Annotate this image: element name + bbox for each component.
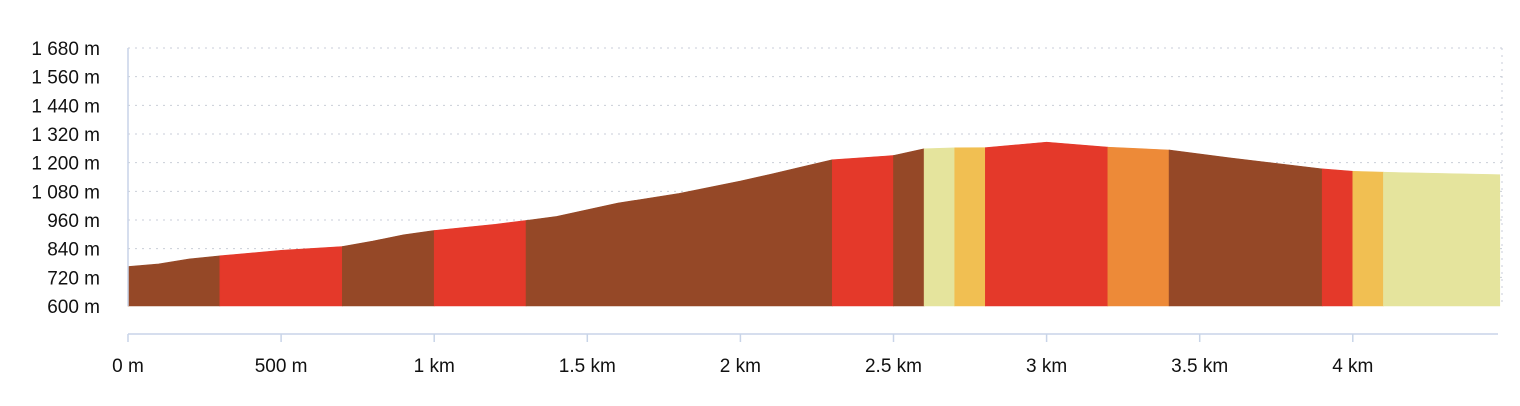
elevation-segment-10 <box>985 141 1109 307</box>
elevation-segment-9 <box>954 147 986 307</box>
elevation-segment-8 <box>923 147 956 307</box>
y-tick-label: 1 440 m <box>31 96 100 117</box>
y-tick-label: 1 320 m <box>31 125 100 146</box>
y-tick-label: 1 200 m <box>31 154 100 175</box>
elevation-segment-14 <box>1352 170 1384 307</box>
x-tick-label: 2 km <box>720 356 761 377</box>
y-tick-label: 840 m <box>47 240 100 261</box>
y-tick-label: 1 560 m <box>31 68 100 89</box>
x-tick-label: 0 m <box>112 356 144 377</box>
y-tick-label: 600 m <box>47 297 100 318</box>
y-tick-label: 960 m <box>47 211 100 232</box>
x-axis: 0 m 500 m 1 km 1.5 km 2 km 2.5 km 3 km 3.5 km 4 … <box>112 333 1498 377</box>
elevation-segment-15 <box>1383 171 1501 307</box>
elevation-segment-11 <box>1107 146 1170 307</box>
x-tick-label: 2.5 km <box>865 356 922 377</box>
elevation-segment-2 <box>219 246 343 307</box>
elevation-segment-12 <box>1168 149 1323 307</box>
y-tick-label: 720 m <box>47 268 100 289</box>
y-axis: 600 m 720 m 840 m 960 m 1 080 m 1 200 m 1 320 … <box>31 39 129 318</box>
y-tick-label: 1 680 m <box>31 39 100 60</box>
elevation-segments <box>127 141 1501 307</box>
elevation-segment-1 <box>127 255 221 307</box>
elevation-segment-6 <box>831 155 894 307</box>
x-tick-label: 1 km <box>414 356 455 377</box>
elevation-segment-13 <box>1321 168 1354 307</box>
x-tick-label: 4 km <box>1332 356 1373 377</box>
x-tick-label: 1.5 km <box>559 356 616 377</box>
elevation-segment-5 <box>525 159 833 307</box>
x-tick-label: 500 m <box>255 356 308 377</box>
y-tick-label: 1 080 m <box>31 182 100 203</box>
x-tick-label: 3 km <box>1026 356 1067 377</box>
elevation-segment-3 <box>342 230 435 307</box>
elevation-segment-7 <box>893 148 925 307</box>
elevation-segment-4 <box>433 220 527 307</box>
x-tick-label: 3.5 km <box>1171 356 1228 377</box>
